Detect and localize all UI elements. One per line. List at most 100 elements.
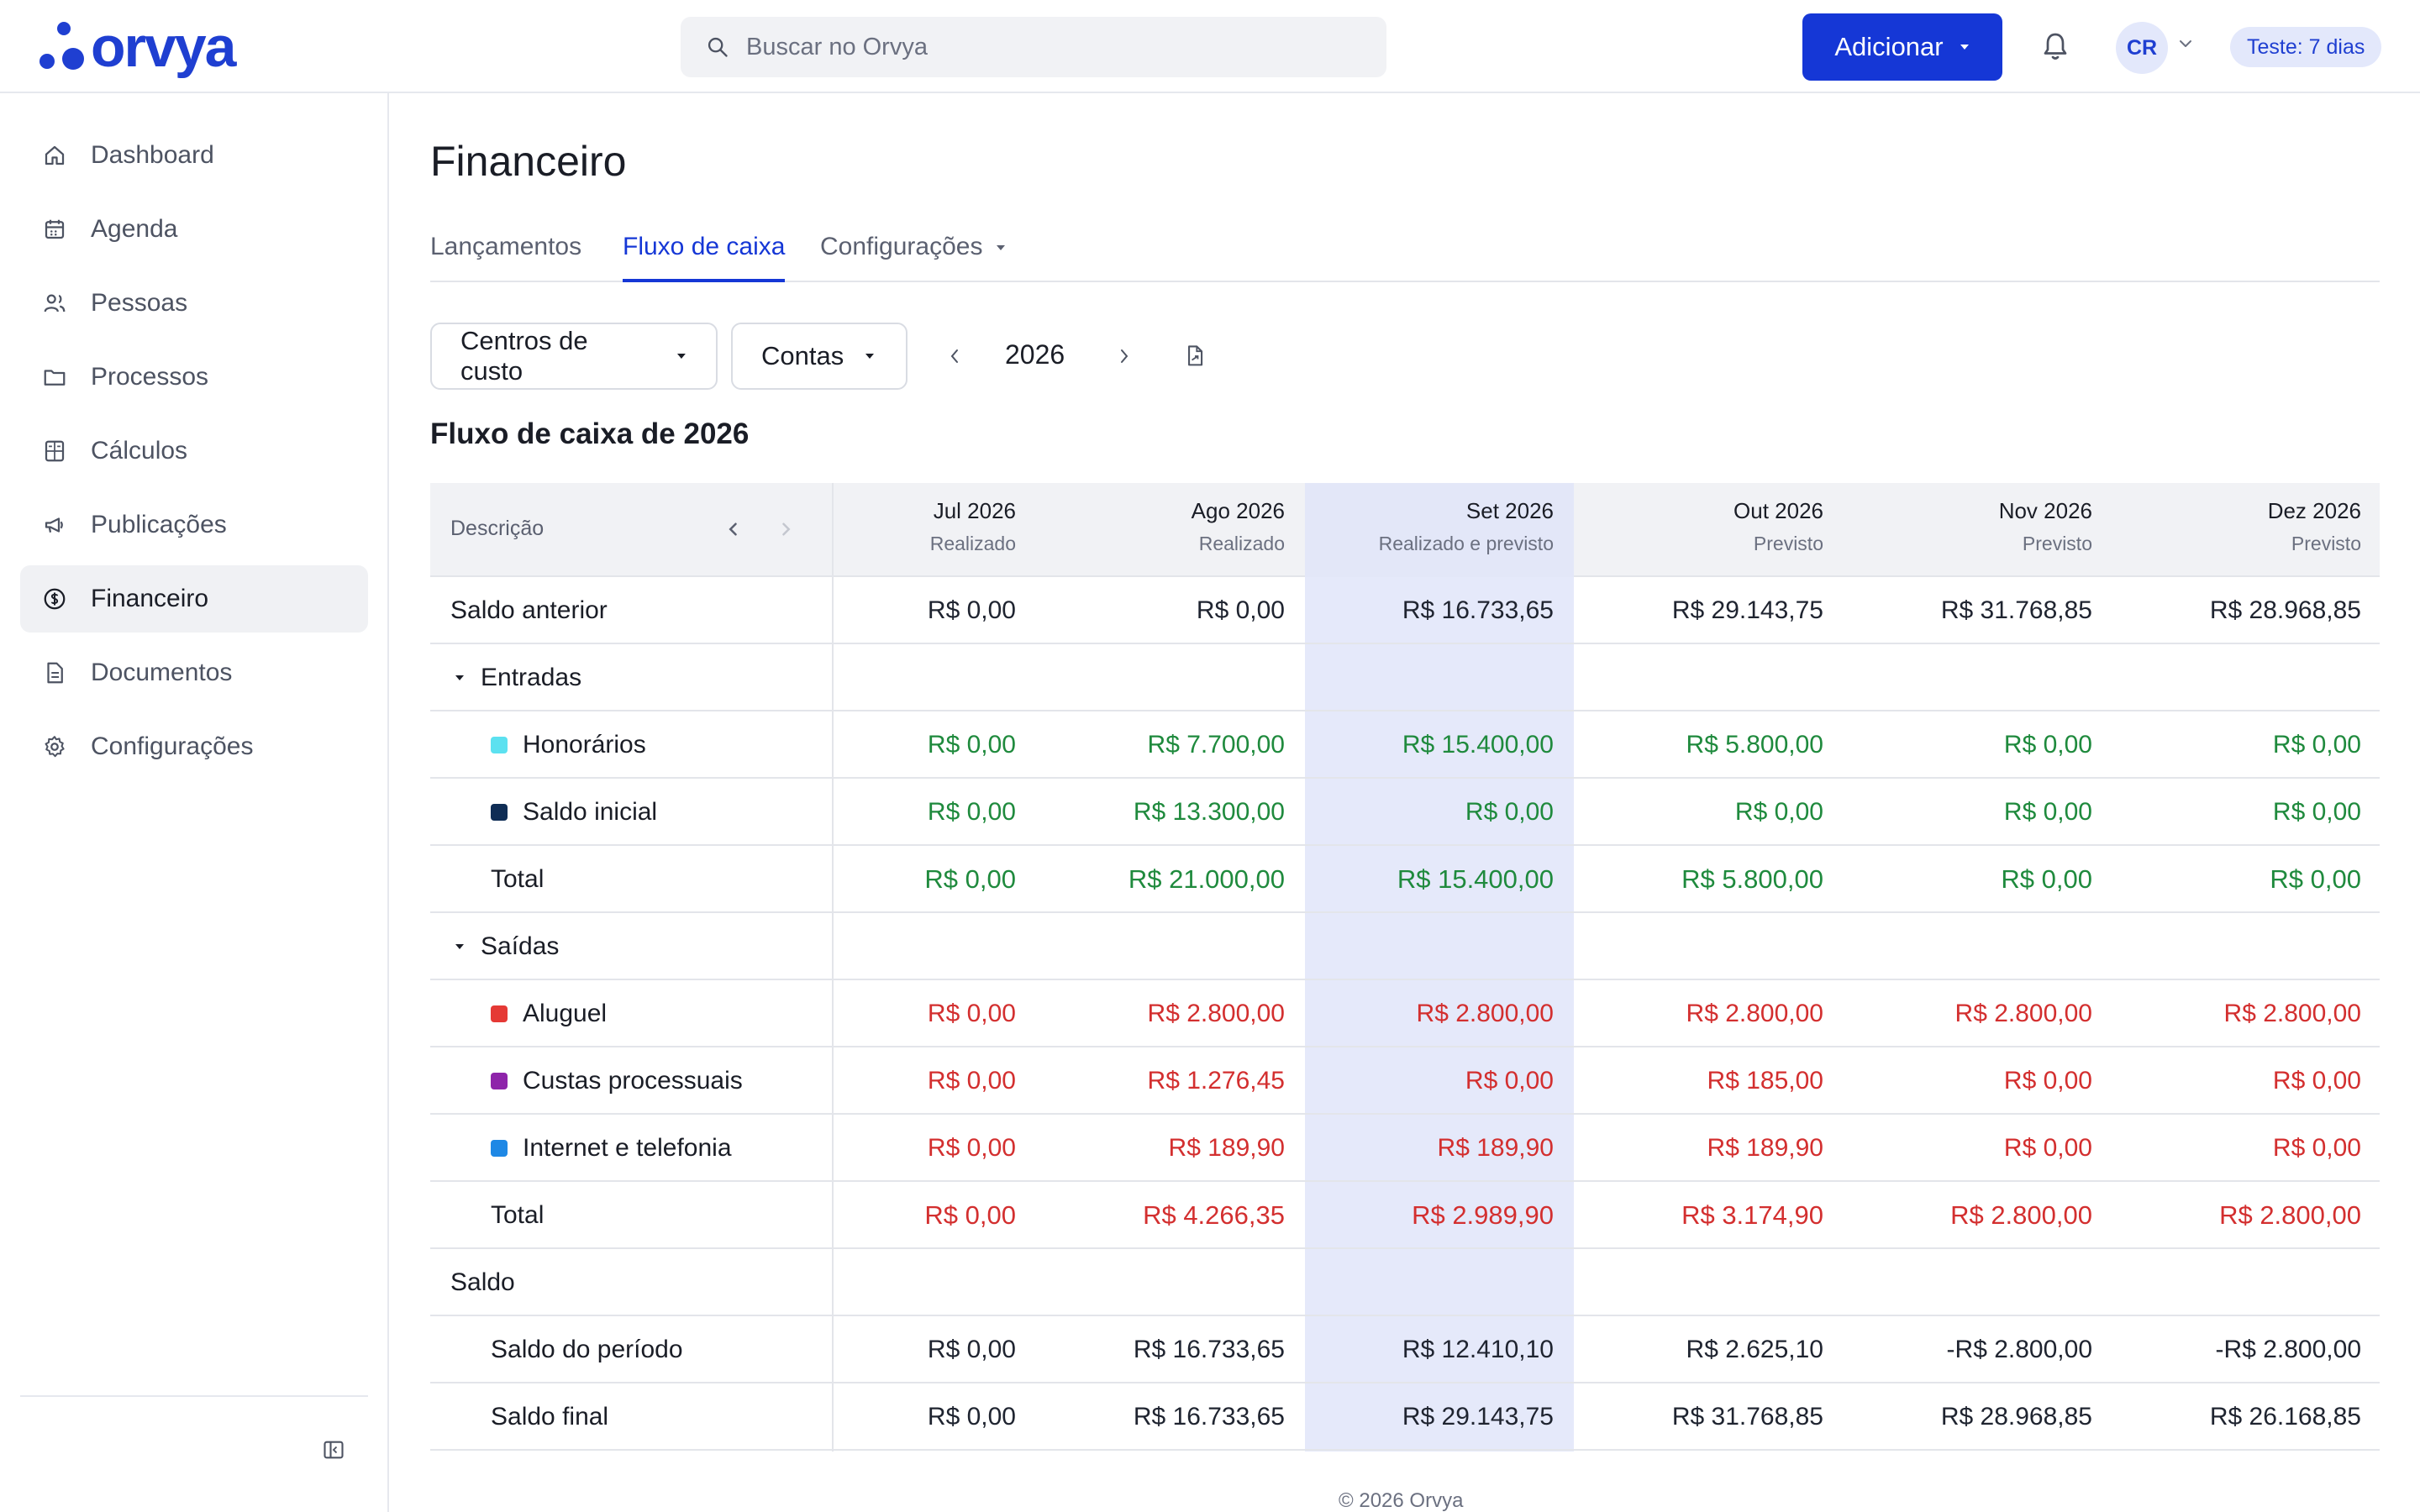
notification-bell-icon[interactable] (2040, 30, 2070, 64)
chevron-right-icon[interactable] (773, 517, 798, 542)
value-cell: R$ 0,00 (2003, 798, 2092, 826)
avatar[interactable]: CR (2116, 22, 2168, 74)
accounts-label: Contas (761, 341, 844, 370)
chevron-down-icon[interactable] (2178, 39, 2193, 49)
people-icon (44, 294, 66, 312)
document-icon (47, 662, 63, 684)
chevron-left-icon[interactable] (721, 517, 746, 542)
value-cell: -R$ 2.800,00 (1946, 1336, 2092, 1363)
search-bar[interactable] (681, 17, 1386, 77)
value-cell: R$ 2.800,00 (1416, 1000, 1554, 1027)
tab-label: Fluxo de caixa (623, 233, 786, 260)
value-cell: R$ 189,90 (1707, 1134, 1823, 1162)
row-label: Internet e telefonia (491, 1115, 732, 1182)
row-label: Saldo inicial (491, 779, 657, 846)
value-cell: R$ 26.168,85 (2209, 1403, 2361, 1431)
top-header: orvya Adicionar CR Teste: 7 dias (0, 0, 2420, 93)
row-label-text: Saldo final (491, 1403, 609, 1431)
orvya-logo[interactable]: orvya (39, 18, 236, 76)
value-cell: R$ 0,00 (1734, 798, 1823, 826)
row-label-text: Aluguel (523, 1000, 608, 1027)
add-button[interactable]: Adicionar (1802, 13, 2002, 81)
month-label: Out 2026 (1733, 498, 1823, 523)
row-label: Saldo do período (491, 1316, 683, 1383)
table-row: Saldo (430, 1249, 2380, 1316)
export-file-icon (1188, 345, 1203, 366)
sidebar-item-configuracoes[interactable]: Configurações (20, 713, 368, 780)
value-cell: R$ 1.276,45 (1147, 1067, 1285, 1095)
value-cell: R$ 29.143,75 (1402, 1403, 1554, 1431)
trial-badge[interactable]: Teste: 7 dias (2230, 27, 2382, 67)
sidebar-item-dashboard[interactable]: Dashboard (20, 122, 368, 189)
value-cell: R$ 185,00 (1707, 1067, 1823, 1095)
gear-icon (45, 736, 65, 758)
value-cell: R$ 29.143,75 (1671, 596, 1823, 624)
value-cell: R$ 0,00 (927, 1067, 1016, 1095)
tab-fluxo-de-caixa[interactable]: Fluxo de caixa (623, 233, 786, 282)
table-row: Saldo do período R$ 0,00 R$ 16.733,65 R$ 12… (430, 1316, 2380, 1383)
caret-down-icon[interactable] (454, 674, 466, 682)
table-row[interactable]: Saídas (430, 913, 2380, 980)
search-icon (708, 37, 728, 57)
tab-label: Lançamentos (430, 233, 582, 260)
row-label-text: Total (491, 1201, 544, 1229)
row-label-text: Saldo anterior (450, 596, 608, 624)
row-label: Honorários (491, 711, 646, 779)
sidebar-item-label: Pessoas (91, 289, 188, 317)
accounts-dropdown[interactable]: Contas (731, 323, 908, 390)
dollar-circle-icon (44, 588, 66, 610)
tab-configuracoes[interactable]: Configurações (820, 233, 1006, 282)
value-cell: R$ 0,00 (927, 1403, 1016, 1431)
sidebar-item-financeiro[interactable]: Financeiro (20, 565, 368, 633)
table-row: Saldo final R$ 0,00 R$ 16.733,65 R$ 29.143,… (430, 1383, 2380, 1451)
tab-lancamentos[interactable]: Lançamentos (430, 233, 581, 282)
search-input[interactable] (746, 33, 1334, 61)
sidebar-item-publicacoes[interactable]: Publicações (20, 491, 368, 559)
caret-down-icon[interactable] (454, 942, 466, 951)
logo-dots-icon (39, 22, 84, 70)
month-status: Realizado (1198, 533, 1285, 554)
value-cell: R$ 5.800,00 (1681, 864, 1823, 894)
add-button-label: Adicionar (1834, 32, 1944, 61)
value-cell: R$ 21.000,00 (1128, 864, 1285, 894)
sidebar-item-documentos[interactable]: Documentos (20, 639, 368, 706)
sidebar-item-processos[interactable]: Processos (20, 344, 368, 411)
export-button[interactable] (1178, 337, 1212, 375)
value-cell: R$ 0,00 (1465, 1067, 1554, 1095)
tab-label: Configurações (820, 233, 983, 260)
sidebar-divider (20, 1395, 368, 1397)
footer-copyright: © 2026 Orvya (1339, 1489, 1464, 1512)
row-label-text: Honorários (523, 731, 646, 759)
row-label-text: Custas processuais (523, 1067, 743, 1095)
collapse-sidebar-icon[interactable] (322, 1438, 345, 1462)
previous-year-button[interactable] (938, 337, 971, 375)
cost-centers-label: Centros de custo (460, 326, 588, 386)
chevron-right-icon (1121, 349, 1128, 363)
next-year-button[interactable] (1107, 337, 1141, 375)
sidebar-item-agenda[interactable]: Agenda (20, 196, 368, 263)
value-cell: R$ 15.400,00 (1402, 731, 1554, 759)
row-label: Aluguel (491, 980, 607, 1047)
sidebar-item-label: Dashboard (91, 141, 214, 169)
month-status: Previsto (2022, 533, 2092, 554)
value-cell: -R$ 2.800,00 (2215, 1336, 2361, 1363)
calendar-icon (45, 219, 65, 239)
current-month-header-highlight (1305, 483, 1574, 577)
month-column-header: Nov 2026 Previsto (1840, 498, 2092, 555)
table-header: Descrição Jul 2026 Realizado Ago 2026 Reali… (430, 483, 2380, 577)
row-label: Entradas (454, 644, 581, 711)
table-row[interactable]: Entradas (430, 644, 2380, 711)
caret-down-icon (1960, 45, 1969, 50)
category-color-swatch (491, 1005, 508, 1022)
value-cell: R$ 3.174,90 (1681, 1200, 1823, 1230)
row-label-text: Total (491, 865, 544, 893)
category-color-swatch (491, 1073, 508, 1089)
sidebar-item-pessoas[interactable]: Pessoas (20, 270, 368, 337)
sidebar-item-calculos[interactable]: Cálculos (20, 417, 368, 485)
value-cell: R$ 0,00 (2001, 864, 2092, 894)
value-cell: R$ 189,90 (1168, 1134, 1285, 1162)
tab-bar: Lançamentos Fluxo de caixa Configurações (430, 233, 2380, 282)
value-cell: R$ 0,00 (924, 864, 1016, 894)
value-cell: R$ 15.400,00 (1397, 864, 1554, 894)
cost-centers-dropdown[interactable]: Centros de custo (430, 323, 718, 390)
